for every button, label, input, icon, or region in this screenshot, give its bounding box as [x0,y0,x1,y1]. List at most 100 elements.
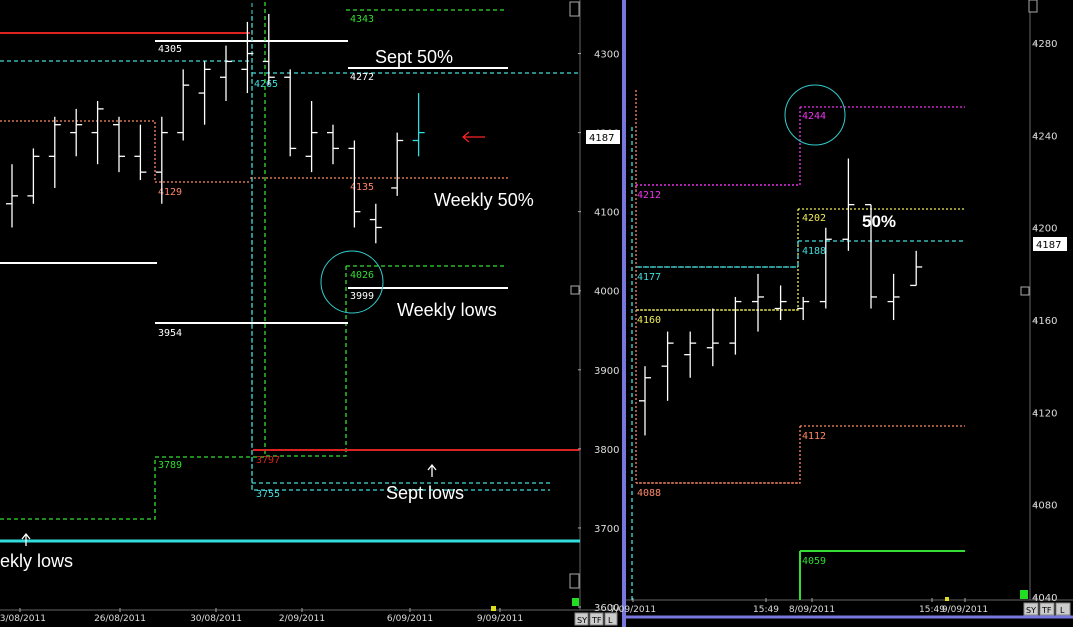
annotation-weekly-lows-partial: ekly lows [0,551,73,571]
level-line [799,550,965,600]
right-panel: 4244 4212 4202 4188 4177 4160 4112 4088 4059 50%… [610,0,1073,619]
sy-button[interactable] [1023,602,1039,616]
ohlc-bar [887,273,900,321]
x-tick-label: 15:49 [753,605,779,615]
level-line [635,90,800,484]
tf-button[interactable] [1039,602,1055,616]
annotation-50: 50% [862,212,896,231]
svg-text:L: L [1060,606,1065,615]
level-label: 4202 [802,213,826,224]
l-button[interactable] [1055,602,1071,616]
last-price-badge: 4187 [586,130,620,144]
ohlc-bar [910,250,923,287]
right-x-axis: 7/09/2011 15:49 8/09/2011 15:499/09/2011 [610,598,988,615]
ohlc-bar [729,296,742,355]
y-tick-label: 4240 [1032,131,1057,142]
y-tick-label: 4200 [1032,224,1057,235]
tf-button[interactable] [589,612,604,626]
ohlc-bar [6,164,18,228]
ohlc-bar [262,14,275,86]
left-ohlc-bars [6,14,425,244]
ohlc-bar [706,308,719,367]
level-label: 3755 [256,489,280,500]
ohlc-bar [752,273,764,332]
current-bar-marker [945,597,949,601]
up-arrow-icon [21,532,31,546]
ohlc-bar [155,116,168,204]
ohlc-bar [865,203,877,309]
y-tick-label: 3800 [594,445,619,456]
svg-text:L: L [608,616,613,625]
left-y-axis: 360037003800390040004100420043004187 [578,50,620,614]
annotation-weekly-lows: Weekly lows [397,300,497,320]
x-tick-label: 7/09/2011 [610,605,656,615]
x-tick-label: 9/09/2011 [477,614,523,624]
ohlc-bar [27,148,40,204]
level-line [264,0,505,457]
level-label: 4160 [637,315,661,326]
ohlc-bar [412,93,425,157]
ohlc-bar [639,366,651,436]
status-indicator [1020,590,1028,599]
right-toolbar: SY TF L [1023,602,1071,616]
red-arrow-icon [462,131,485,143]
ohlc-bar [284,69,297,157]
ohlc-bar [241,21,254,94]
ohlc-bar [391,132,404,196]
scroll-up-button[interactable] [569,1,580,17]
x-tick-label: 15:49 [919,605,945,615]
level-line [631,127,798,600]
level-line [0,16,578,491]
level-line [155,177,508,183]
ohlc-bar [220,45,232,101]
level-label: 4272 [350,72,374,83]
y-tick-label: 4160 [1032,316,1057,327]
last-price-label: 4187 [589,133,614,144]
x-tick-label: 6/09/2011 [387,614,433,624]
ohlc-bar [70,108,83,157]
ohlc-bar [327,124,339,165]
level-line [0,262,348,324]
level-label: 4026 [350,270,374,281]
left-x-axis: 23/08/2011 26/08/2011 30/08/2011 2/09/2011 6… [0,606,523,624]
scroll-up-button[interactable] [1028,0,1038,13]
status-indicator [572,598,579,606]
ohlc-bar [134,124,147,181]
ohlc-bar [113,116,125,173]
right-ohlc-bars [639,158,923,436]
scroll-down-button[interactable] [569,573,580,589]
level-label: 3789 [158,460,182,471]
y-tick-label: 4120 [1032,408,1057,419]
y-tick-label: 4040 [1032,593,1057,604]
panel-divider[interactable] [622,0,626,627]
y-tick-label: 4300 [594,50,619,61]
y-tick-label: 3700 [594,524,619,535]
level-label: 4088 [637,488,661,499]
up-arrow-icon [427,463,437,477]
zoom-marker-icon[interactable] [570,285,580,295]
level-line [0,32,580,451]
annotation-sept-50: Sept 50% [375,47,453,67]
ohlc-bar [177,69,190,141]
high-circle [784,84,846,146]
level-label: 3999 [350,291,374,302]
x-tick-label: 30/08/2011 [190,614,242,624]
level-label: 4244 [802,111,826,122]
x-tick-label: 2/09/2011 [279,614,325,624]
y-tick-label: 3900 [594,366,619,377]
ohlc-bar [198,61,211,125]
y-tick-label: 4000 [594,287,619,298]
left-levels: 4343 4305 4265 4272 4129 4135 4026 3999 3954 3789… [0,0,580,543]
level-label: 4129 [158,187,182,198]
annotation-weekly-50: Weekly 50% [434,190,534,210]
level-label: 4135 [350,182,374,193]
sy-button[interactable] [574,612,589,626]
ohlc-bar [842,158,855,251]
ohlc-bar [48,116,61,188]
ohlc-bar [684,331,697,378]
zoom-marker-icon[interactable] [1020,286,1030,296]
level-line [636,425,965,484]
ohlc-bar [91,100,104,165]
l-button[interactable] [604,612,618,626]
